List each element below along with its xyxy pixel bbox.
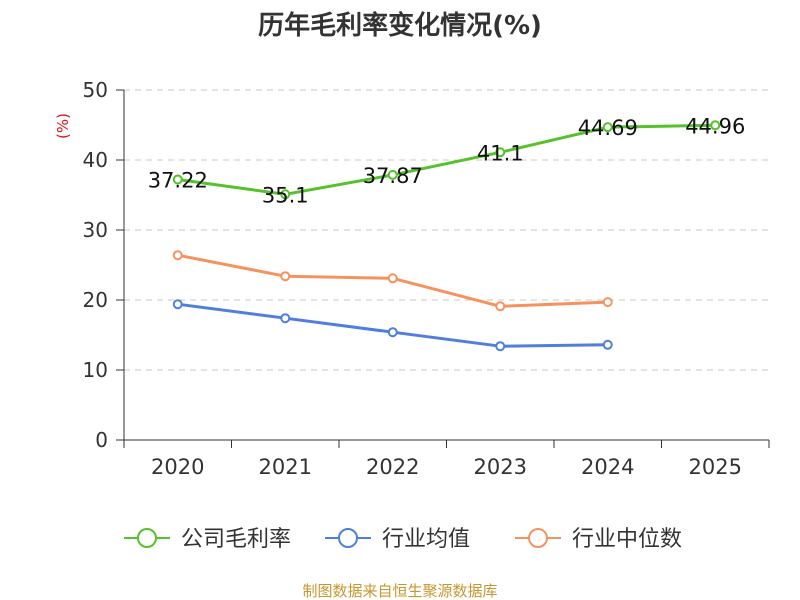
legend-label: 行业均值: [382, 527, 470, 552]
industry-average-line: [177, 302, 608, 348]
industry-median-point-2023[interactable]: [495, 301, 506, 312]
company-gross-margin-point-2025[interactable]: [710, 120, 721, 131]
industry-average-point-2022[interactable]: [387, 327, 398, 338]
y-tick-label: 50: [83, 78, 108, 102]
legend-circle-icon: [137, 528, 157, 548]
chart-title: 历年毛利率变化情况(%): [258, 10, 542, 41]
company-gross-margin-point-2023[interactable]: [495, 147, 506, 158]
industry-median-point-2022[interactable]: [387, 273, 398, 284]
legend-label: 公司毛利率: [181, 527, 291, 552]
x-tick-label-2024: 2024: [581, 455, 634, 479]
company-gross-margin-line: [177, 123, 716, 196]
company-gross-margin-label-2021: 35.1: [262, 183, 309, 207]
company-gross-margin-point-2020[interactable]: [172, 174, 183, 185]
industry-average-point-2024[interactable]: [602, 339, 613, 350]
x-tick-label-2021: 2021: [259, 455, 312, 479]
x-tick-label-2020: 2020: [151, 455, 204, 479]
series-group: [172, 120, 721, 352]
y-axis-label: (%): [54, 113, 72, 139]
legend-label: 行业中位数: [572, 527, 682, 552]
company-gross-margin-label-2025: 44.96: [685, 114, 745, 138]
legend-circle-icon: [338, 528, 358, 548]
legend-circle-icon: [528, 528, 548, 548]
company-gross-margin-label-2020: 37.22: [148, 168, 208, 192]
y-tick-label: 10: [83, 358, 108, 382]
data-labels: 37.22 35.1 37.87 41.1 44.69 44.96: [148, 114, 746, 207]
x-tick-label-2025: 2025: [689, 455, 742, 479]
company-gross-margin-point-2024[interactable]: [602, 122, 613, 133]
company-gross-margin-point-2022[interactable]: [387, 169, 398, 180]
legend: 公司毛利率 行业均值 行业中位数: [124, 527, 682, 552]
source-footer: 制图数据来自恒生聚源数据库: [302, 582, 497, 600]
industry-median-point-2021[interactable]: [280, 271, 291, 282]
legend-item-industry-average[interactable]: 行业均值: [325, 527, 470, 552]
axes: 0 10 20 30 40 50 2020 2021 2022 2023 2024 2025: [83, 78, 770, 479]
company-gross-margin-label-2024: 44.69: [578, 116, 638, 140]
y-tick-label: 30: [83, 218, 108, 242]
x-tick-label-2022: 2022: [366, 455, 419, 479]
industry-median-point-2020[interactable]: [172, 250, 183, 261]
grid-lines: [124, 89, 769, 371]
company-gross-margin-label-2022: 37.87: [363, 164, 423, 188]
x-tick-label-2023: 2023: [474, 455, 527, 479]
company-gross-margin-point-2021[interactable]: [280, 189, 291, 200]
legend-item-company-gross-margin[interactable]: 公司毛利率: [124, 527, 291, 552]
industry-average-point-2021[interactable]: [280, 313, 291, 324]
company-gross-margin-label-2023: 41.1: [477, 141, 524, 165]
industry-average-point-2023[interactable]: [495, 341, 506, 352]
industry-average-point-2020[interactable]: [172, 299, 183, 310]
legend-item-industry-median[interactable]: 行业中位数: [515, 527, 682, 552]
y-tick-label: 40: [83, 148, 108, 172]
y-tick-label: 20: [83, 288, 108, 312]
y-tick-label: 0: [95, 428, 108, 452]
industry-median-point-2024[interactable]: [602, 297, 613, 308]
